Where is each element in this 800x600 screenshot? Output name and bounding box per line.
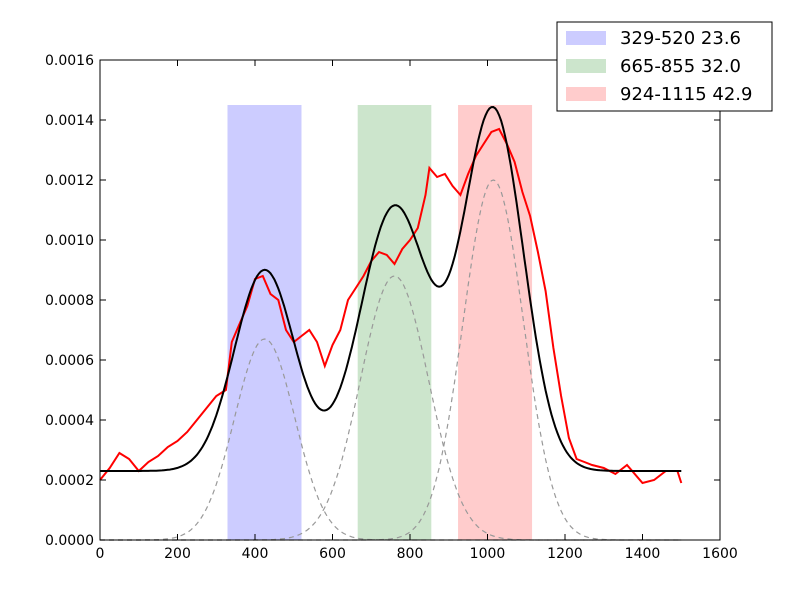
y-tick-label: 0.0002	[45, 473, 94, 489]
x-tick-label: 400	[242, 546, 269, 562]
y-tick-label: 0.0010	[45, 233, 94, 249]
legend-swatch-0	[566, 31, 606, 45]
x-axis: 0 200 400 600 800 1000 1200 1400 1600	[96, 60, 738, 562]
legend-label-0: 329-520 23.6	[620, 28, 741, 49]
component-curve-2	[100, 179, 682, 541]
band-0	[227, 105, 302, 540]
y-tick-label: 0.0004	[45, 413, 94, 429]
legend: 329-520 23.6 665-855 32.0 924-1115 42.9	[556, 21, 773, 112]
bands-layer	[227, 105, 533, 540]
y-tick-label: 0.0014	[45, 113, 94, 129]
y-tick-label: 0.0016	[45, 53, 94, 69]
x-tick-label: 1200	[547, 546, 583, 562]
x-tick-label: 200	[164, 546, 191, 562]
x-tick-label: 1600	[702, 546, 738, 562]
x-tick-label: 1400	[625, 546, 661, 562]
y-tick-label: 0.0012	[45, 173, 94, 189]
legend-label-1: 665-855 32.0	[620, 56, 741, 77]
data-series-line	[99, 127, 683, 485]
y-tick-label: 0.0008	[45, 293, 94, 309]
y-tick-label: 0.0000	[45, 533, 94, 549]
fit-curve-line	[100, 105, 682, 472]
x-tick-label: 1000	[470, 546, 506, 562]
x-tick-label: 800	[397, 546, 424, 562]
band-1	[357, 105, 432, 540]
y-axis: 0.0000 0.0002 0.0004 0.0006 0.0008 0.0010 0.00…	[45, 53, 720, 549]
legend-swatch-1	[566, 59, 606, 73]
legend-swatch-2	[566, 87, 606, 101]
x-tick-label: 0	[96, 546, 105, 562]
legend-label-2: 924-1115 42.9	[620, 84, 752, 105]
y-tick-label: 0.0006	[45, 353, 94, 369]
x-tick-label: 600	[319, 546, 346, 562]
